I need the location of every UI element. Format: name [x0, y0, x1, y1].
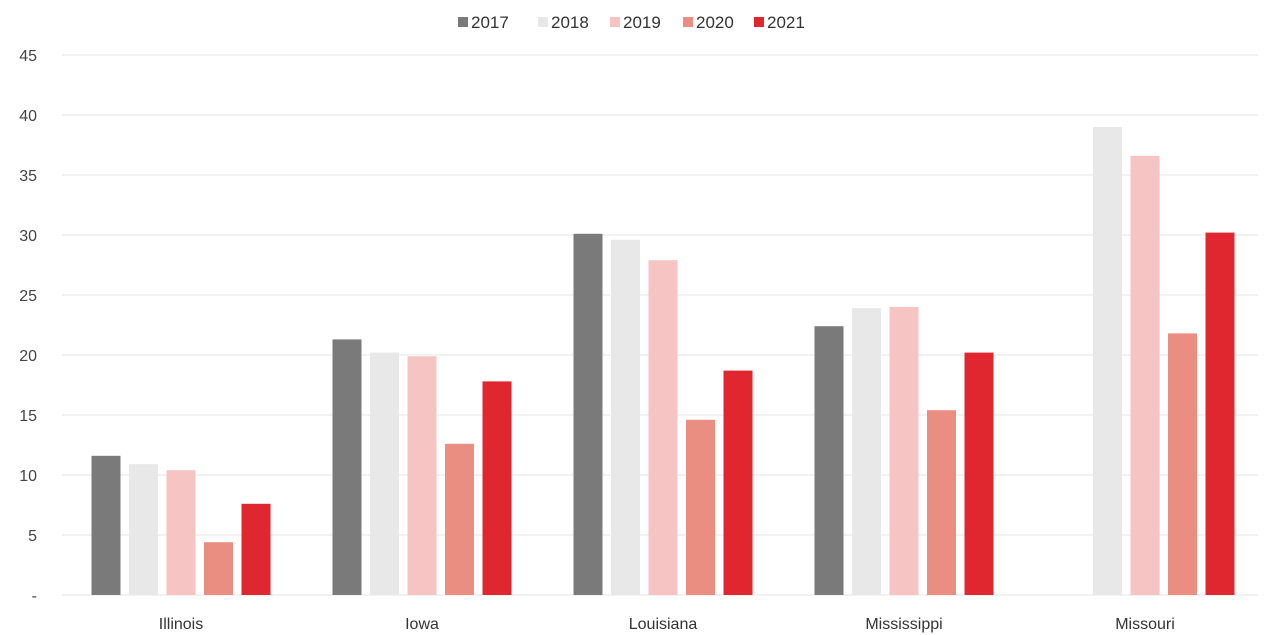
bar-2020-missouri: [1168, 333, 1197, 595]
x-axis-labels: Illinois Iowa Louisiana Mississippi Missouri: [159, 616, 1175, 633]
bar-2020-louisiana: [686, 419, 715, 595]
legend-label: 2019: [623, 13, 661, 32]
legend-swatch-2017: [458, 17, 468, 27]
bar-2019-illinois: [166, 470, 196, 595]
bar-2017-mississippi: [814, 326, 844, 595]
y-tick-label: 20: [19, 348, 37, 365]
bar-2021-missouri: [1205, 232, 1235, 595]
bar-2019-louisiana: [648, 260, 678, 595]
y-tick-label: 35: [19, 168, 37, 185]
bar-2021-louisiana: [723, 370, 753, 595]
bar-2021-iowa: [482, 381, 512, 595]
bar-2021-illinois: [241, 503, 271, 595]
x-tick-label: Illinois: [159, 616, 203, 633]
x-tick-label: Louisiana: [629, 616, 698, 633]
y-tick-label: 45: [19, 48, 37, 65]
bar-2019-missouri: [1130, 155, 1160, 596]
bar-2019-iowa: [407, 356, 437, 595]
bar-2018-louisiana: [611, 239, 640, 596]
legend: 2017 2018 2019 2020 2021: [458, 13, 805, 32]
legend-label: 2020: [696, 13, 734, 32]
bar-2018-iowa: [370, 352, 399, 595]
bar-2018-missouri: [1093, 127, 1122, 595]
legend-label: 2017: [471, 13, 509, 32]
bar-2020-illinois: [204, 542, 233, 595]
y-tick-label: 5: [28, 528, 37, 545]
y-tick-label: 30: [19, 228, 37, 245]
bar-2020-mississippi: [927, 410, 956, 595]
legend-label: 2021: [767, 13, 805, 32]
bar-2018-mississippi: [852, 308, 881, 595]
legend-swatch-2021: [754, 17, 764, 27]
y-tick-label: 25: [19, 288, 37, 305]
legend-swatch-2019: [610, 17, 620, 27]
bar-2021-mississippi: [964, 352, 994, 595]
bars: [91, 127, 1235, 596]
x-tick-label: Missouri: [1115, 616, 1175, 633]
y-tick-label: 10: [19, 468, 37, 485]
bar-2017-louisiana: [573, 233, 603, 596]
bar-2017-illinois: [91, 455, 121, 595]
y-tick-label: 15: [19, 408, 37, 425]
y-tick-label: -: [32, 588, 37, 605]
bar-2020-iowa: [445, 443, 474, 595]
x-tick-label: Iowa: [405, 616, 439, 633]
y-tick-label: 40: [19, 108, 37, 125]
bar-2019-mississippi: [889, 307, 919, 595]
bar-2017-iowa: [332, 339, 362, 595]
legend-label: 2018: [551, 13, 589, 32]
bar-2018-illinois: [129, 464, 158, 595]
legend-swatch-2018: [538, 17, 548, 27]
x-tick-label: Mississippi: [865, 616, 942, 633]
y-axis-ticks: - 5 10 15 20 25 30 35 40 45: [19, 48, 37, 605]
legend-swatch-2020: [683, 17, 693, 27]
